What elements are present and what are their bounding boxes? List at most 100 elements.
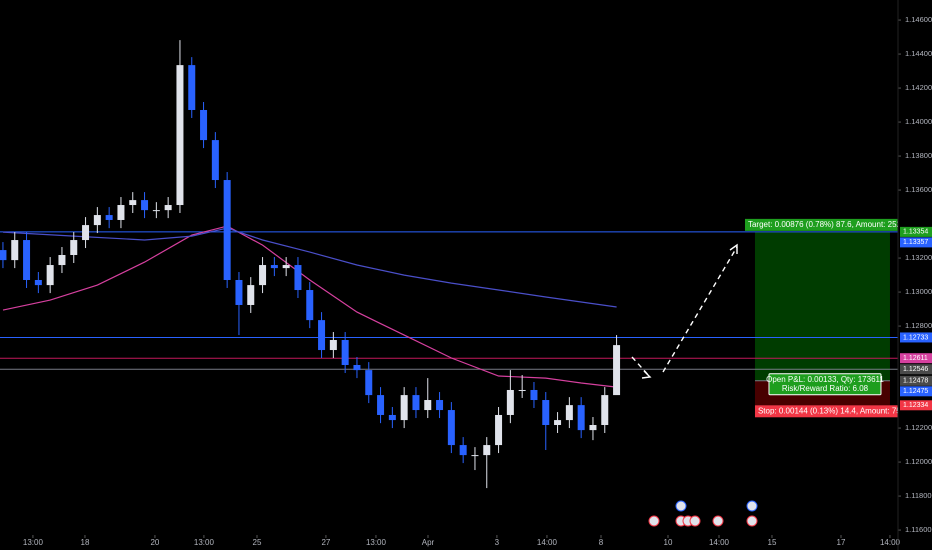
- candle-body: [459, 445, 467, 456]
- pnl-label-bg: [768, 373, 882, 396]
- y-tick-label: 1.14200: [905, 83, 932, 92]
- candle-body: [530, 389, 538, 401]
- x-tick-label: 18: [81, 538, 90, 547]
- candle-body: [117, 205, 125, 220]
- target-label: Target: 0.00876 (0.78%) 87.6, Amount: 25…: [748, 220, 917, 229]
- candle-body: [353, 364, 361, 371]
- y-tick-label: 1.12200: [905, 423, 932, 432]
- y-tick-label: 1.13800: [905, 151, 932, 160]
- x-tick-label: 13:00: [366, 538, 387, 547]
- candle-body: [270, 265, 278, 269]
- price-label-bg: [900, 364, 932, 375]
- x-tick-label: 14:00: [709, 538, 730, 547]
- candle-body: [176, 65, 184, 206]
- price-label: 1.12334: [903, 402, 928, 409]
- candle-body: [188, 65, 196, 110]
- moving-average: [2, 227, 617, 308]
- x-tick-label: 15: [768, 538, 777, 547]
- stop-label: Stop: 0.00144 (0.13%) 14.4, Amount: 750: [758, 406, 906, 415]
- candle-body: [294, 265, 302, 291]
- x-tick-label: Apr: [422, 538, 435, 547]
- x-tick-label: 8: [599, 538, 604, 547]
- candle-body: [329, 340, 337, 351]
- projection-arrow: [662, 246, 738, 373]
- candle-body: [247, 285, 255, 305]
- y-tick-label: 1.14600: [905, 15, 932, 24]
- candle-body: [554, 420, 562, 426]
- event-icon: [712, 515, 724, 527]
- candle-body: [412, 395, 420, 411]
- event-icons: [648, 500, 758, 527]
- price-label-bg: [900, 353, 932, 364]
- target-zone: [754, 231, 890, 381]
- x-tick-label: 13:00: [194, 538, 215, 547]
- event-icon: [689, 515, 701, 527]
- price-label: 1.12733: [903, 334, 928, 341]
- candle-body: [152, 210, 160, 212]
- x-tick-label: 13:00: [23, 538, 44, 547]
- candle-body: [341, 340, 349, 365]
- candle-body: [34, 279, 42, 286]
- y-tick-label: 1.13600: [905, 185, 932, 194]
- y-tick-label: 1.11600: [905, 525, 932, 534]
- candle-body: [400, 395, 408, 421]
- candle-body: [70, 240, 78, 256]
- y-tick-label: 1.12800: [905, 321, 932, 330]
- price-label-bg: [900, 386, 932, 397]
- projection-arrow-head: [641, 370, 652, 379]
- candle-body: [613, 345, 621, 396]
- price-label: 1.13357: [903, 239, 928, 246]
- candle-body: [601, 395, 609, 426]
- stop-label-bg: [754, 405, 898, 418]
- x-tick-label: 17: [837, 538, 846, 547]
- candle-body: [82, 225, 90, 241]
- plot-area: Target: 0.00876 (0.78%) 87.6, Amount: 25…: [0, 40, 917, 489]
- candle-body: [565, 405, 573, 421]
- candle-body: [424, 400, 432, 411]
- candle-body: [259, 265, 267, 286]
- candle-body: [365, 370, 373, 396]
- candle-body: [542, 400, 550, 426]
- event-icon: [675, 500, 687, 512]
- candle-body: [436, 400, 444, 411]
- event-icon: [648, 515, 660, 527]
- candle-body: [506, 389, 514, 415]
- price-label-bg: [900, 375, 932, 386]
- price-label-bg: [900, 332, 932, 343]
- y-tick-label: 1.14400: [905, 49, 932, 58]
- x-tick-label: 3: [495, 538, 500, 547]
- candle-body: [471, 455, 479, 457]
- candle-body: [11, 240, 19, 261]
- candle-body: [164, 205, 172, 211]
- price-label-bg: [900, 226, 932, 237]
- candle-body: [518, 389, 526, 391]
- price-label: 1.12475: [903, 388, 928, 395]
- x-tick-label: 10: [664, 538, 673, 547]
- candle-body: [495, 414, 503, 446]
- candle-body: [46, 265, 54, 286]
- price-label-bg: [900, 400, 932, 411]
- x-tick-label: 27: [321, 538, 330, 547]
- candle-body: [388, 414, 396, 421]
- candle-body: [282, 265, 290, 269]
- candle-body: [589, 425, 597, 431]
- candle-body: [318, 320, 326, 351]
- x-tick-label: 14:00: [537, 538, 558, 547]
- candle-body: [200, 109, 208, 141]
- candle-body: [105, 215, 113, 220]
- candle-body: [58, 255, 66, 266]
- candle-body: [23, 240, 31, 280]
- candle-body: [235, 279, 243, 305]
- candle-body: [577, 405, 585, 431]
- candle-body: [306, 290, 314, 321]
- y-tick-label: 1.12000: [905, 457, 932, 466]
- price-label: 1.13354: [903, 229, 928, 236]
- event-icon: [746, 515, 758, 527]
- candle-body: [129, 200, 137, 206]
- y-tick-label: 1.13000: [905, 287, 932, 296]
- y-tick-label: 1.14000: [905, 117, 932, 126]
- candle-body: [211, 140, 219, 181]
- price-label: 1.12611: [903, 355, 928, 362]
